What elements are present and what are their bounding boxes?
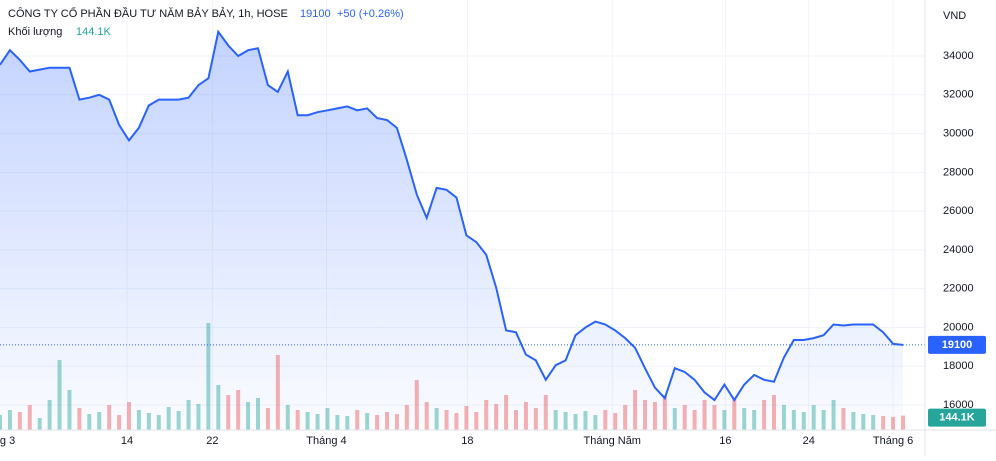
- x-tick-label: Tháng 3: [0, 435, 15, 447]
- x-tick-label: 16: [719, 435, 731, 447]
- volume-badge-label: 144.1K: [939, 411, 975, 423]
- price-badge: [928, 335, 986, 354]
- y-tick-label: 22000: [943, 283, 974, 295]
- y-tick-label: 26000: [943, 205, 974, 217]
- x-tick-label: 22: [206, 435, 218, 447]
- price-badge-label: 19100: [942, 339, 973, 351]
- y-tick-label: 32000: [943, 89, 974, 101]
- header-price: 19100: [300, 8, 331, 20]
- chart-title: CÔNG TY CỔ PHẦN ĐẦU TƯ NĂM BẢY BẢY, 1h, …: [8, 7, 288, 20]
- price-area: [0, 31, 903, 431]
- y-tick-label: 20000: [943, 321, 974, 333]
- y-tick-label: 34000: [943, 50, 974, 62]
- x-tick-label: 24: [803, 435, 815, 447]
- y-unit: VND: [943, 10, 966, 22]
- price-line: [0, 29, 904, 402]
- y-tick-label: 18000: [943, 360, 974, 372]
- volume-title: Khối lượng: [8, 26, 62, 38]
- y-tick-label: 30000: [943, 127, 974, 139]
- y-tick-label: 28000: [943, 166, 974, 178]
- x-tick-label: Tháng Năm: [584, 435, 641, 447]
- volume-badge: [928, 408, 986, 427]
- volume-last: 144.1K: [76, 26, 112, 38]
- y-tick-label: 24000: [943, 244, 974, 256]
- y-tick-label: 16000: [943, 399, 974, 411]
- x-tick-label: Tháng 6: [873, 435, 913, 447]
- x-tick-label: 14: [121, 435, 133, 447]
- x-tick-label: Tháng 4: [306, 435, 346, 447]
- x-tick-label: 18: [461, 435, 473, 447]
- header-change: +50 (+0.26%): [337, 8, 404, 20]
